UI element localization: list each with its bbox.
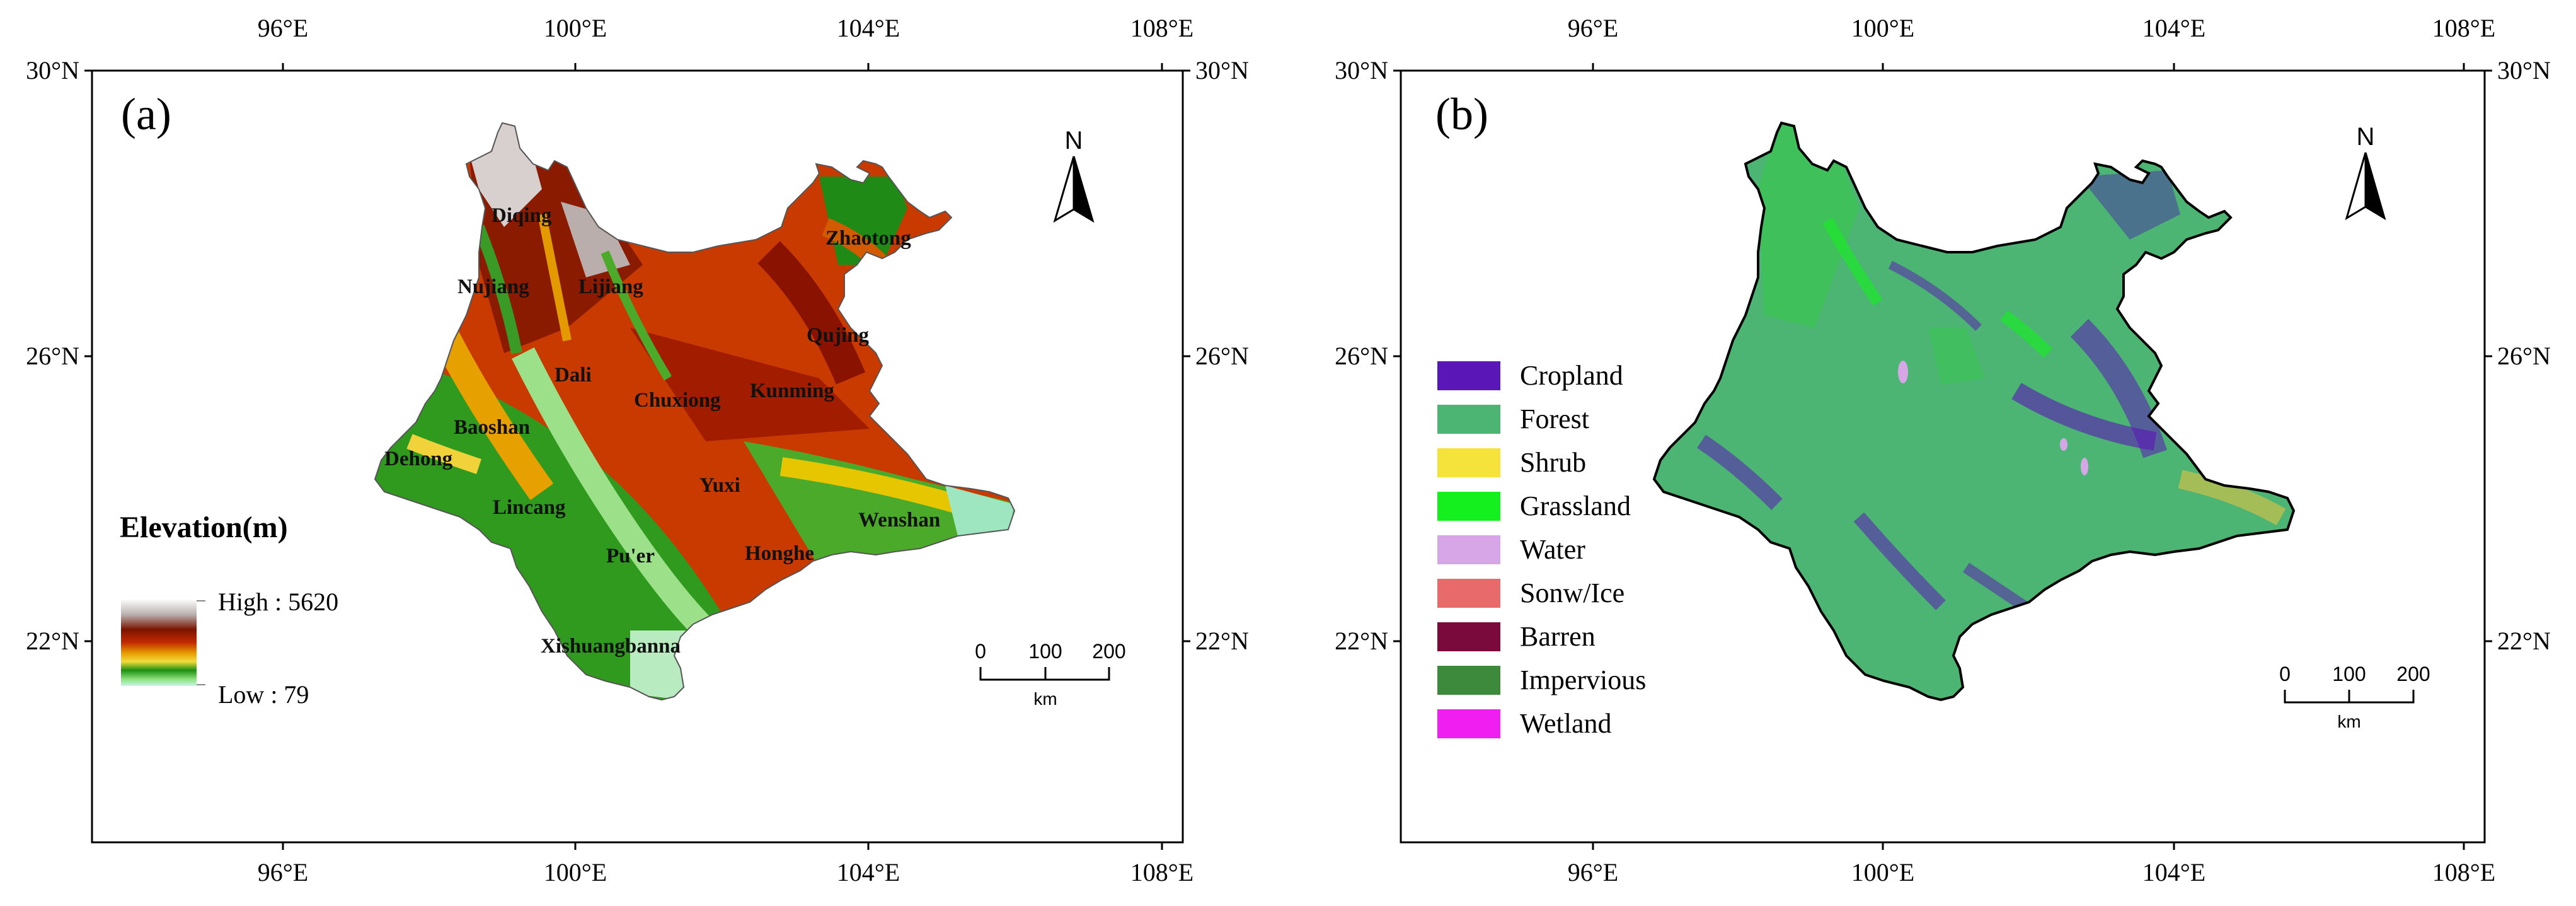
scale-a-zero: 0 <box>975 640 986 663</box>
top-lon-100: 100°E <box>544 14 607 42</box>
city-label-zhaotong: Zhaotong <box>825 227 911 250</box>
legend-swatch-snow-ice <box>1437 579 1500 608</box>
city-label-lincang: Lincang <box>493 496 566 519</box>
elevation-legend: Elevation(m) High : 5620 Low : 79 <box>120 511 338 709</box>
legend-label-barren: Barren <box>1520 621 1596 652</box>
city-label-kunming: Kunming <box>750 380 834 402</box>
b-right-lat-22: 22°N <box>2497 627 2551 655</box>
right-lat-26: 26°N <box>1195 342 1249 370</box>
b-left-lat-30: 30°N <box>1335 56 1388 84</box>
panel-a-label: (a) <box>121 89 171 139</box>
north-label-b: N <box>2357 123 2375 151</box>
top-lon-96: 96°E <box>258 14 308 42</box>
city-label-qujing: Qujing <box>807 324 870 347</box>
panel-b-label: (b) <box>1435 89 1488 139</box>
b-bottom-lon-96: 96°E <box>1568 858 1618 886</box>
legend-swatch-forest <box>1437 405 1500 434</box>
legend-label-impervious: Impervious <box>1520 665 1646 695</box>
city-label-nujiang: Nujiang <box>457 276 529 298</box>
b-bottom-lon-100: 100°E <box>1851 858 1914 886</box>
city-label-xishuangbanna: Xishuangbanna <box>541 635 681 658</box>
left-lat-30: 30°N <box>26 56 79 84</box>
legend-swatch-barren <box>1437 622 1500 651</box>
legend-swatch-shrub <box>1437 448 1500 477</box>
b-left-lat-26: 26°N <box>1335 342 1388 370</box>
right-lat-30: 30°N <box>1195 56 1249 84</box>
legend-label-snow-ice: Sonw/Ice <box>1520 578 1624 608</box>
north-label: N <box>1065 127 1083 154</box>
scale-b-zero: 0 <box>2279 663 2291 685</box>
legend-swatch-water <box>1437 535 1500 564</box>
city-label-baoshan: Baoshan <box>454 416 530 439</box>
city-label-dehong: Dehong <box>384 448 453 470</box>
north-arrow-icon: N <box>1053 127 1095 223</box>
elevation-colorbar <box>121 599 197 686</box>
b-top-lon-108: 108°E <box>2432 14 2495 42</box>
left-lat-22: 22°N <box>26 627 79 655</box>
scale-b-max: 200 <box>2396 663 2430 685</box>
city-label-diqing: Diqing <box>492 204 552 227</box>
elevation-high-label: High : 5620 <box>218 588 338 616</box>
scale-b-mid: 100 <box>2332 663 2366 685</box>
city-label-dali: Dali <box>555 364 592 386</box>
city-label-lijiang: Lijiang <box>578 276 643 298</box>
panel-a-ticks <box>84 63 1190 850</box>
bottom-lon-96: 96°E <box>258 858 308 886</box>
scale-a-unit: km <box>1033 689 1057 709</box>
b-bottom-lon-104: 104°E <box>2142 858 2205 886</box>
elevation-low-label: Low : 79 <box>218 680 309 709</box>
b-right-lat-30: 30°N <box>2497 56 2551 84</box>
scale-a-max: 200 <box>1092 640 1125 663</box>
b-right-lat-26: 26°N <box>2497 342 2551 370</box>
city-label-chuxiong: Chuxiong <box>634 389 721 412</box>
top-lon-108: 108°E <box>1130 14 1193 42</box>
scale-a-mid: 100 <box>1028 640 1062 663</box>
city-label-puer: Pu'er <box>606 545 655 567</box>
city-label-wenshan: Wenshan <box>858 509 940 531</box>
b-top-lon-100: 100°E <box>1851 14 1914 42</box>
north-arrow-icon: N <box>2345 123 2386 221</box>
top-lon-104: 104°E <box>837 14 900 42</box>
legend-label-cropland: Cropland <box>1520 360 1623 391</box>
city-labels: Diqing Zhaotong Nujiang Lijiang Qujing D… <box>384 204 940 658</box>
legend-label-grassland: Grassland <box>1520 491 1631 521</box>
scale-bar-b: 0 100 200 km <box>2279 663 2430 731</box>
left-lat-26: 26°N <box>26 342 79 370</box>
legend-swatch-impervious <box>1437 666 1500 695</box>
scale-bar-a: 0 100 200 km <box>975 640 1126 709</box>
bottom-lon-104: 104°E <box>837 858 900 886</box>
legend-label-water: Water <box>1520 534 1585 565</box>
b-bottom-lon-108: 108°E <box>2432 858 2495 886</box>
bottom-lon-100: 100°E <box>544 858 607 886</box>
legend-label-forest: Forest <box>1520 404 1589 434</box>
panel-b-ticks <box>1393 63 2492 850</box>
b-left-lat-22: 22°N <box>1335 627 1388 655</box>
legend-swatch-grassland <box>1437 492 1500 521</box>
legend-label-shrub: Shrub <box>1520 447 1586 478</box>
legend-swatch-cropland <box>1437 361 1500 390</box>
land-cover-legend: Cropland Forest Shrub Grassland Water So… <box>1437 360 1646 739</box>
b-top-lon-104: 104°E <box>2142 14 2205 42</box>
panel-b: 96°E 100°E 104°E 108°E 96°E 100°E 104°E … <box>1335 14 2551 886</box>
legend-swatch-wetland <box>1437 709 1500 738</box>
right-lat-22: 22°N <box>1195 627 1249 655</box>
bottom-lon-108: 108°E <box>1130 858 1193 886</box>
b-top-lon-96: 96°E <box>1568 14 1618 42</box>
elevation-legend-title: Elevation(m) <box>120 511 288 544</box>
city-label-honghe: Honghe <box>745 542 814 565</box>
scale-b-unit: km <box>2337 712 2360 731</box>
city-label-yuxi: Yuxi <box>699 474 740 497</box>
legend-label-wetland: Wetland <box>1520 708 1612 739</box>
panel-a: 96°E 100°E 104°E 108°E 96°E 100°E 104°E … <box>26 14 1249 886</box>
